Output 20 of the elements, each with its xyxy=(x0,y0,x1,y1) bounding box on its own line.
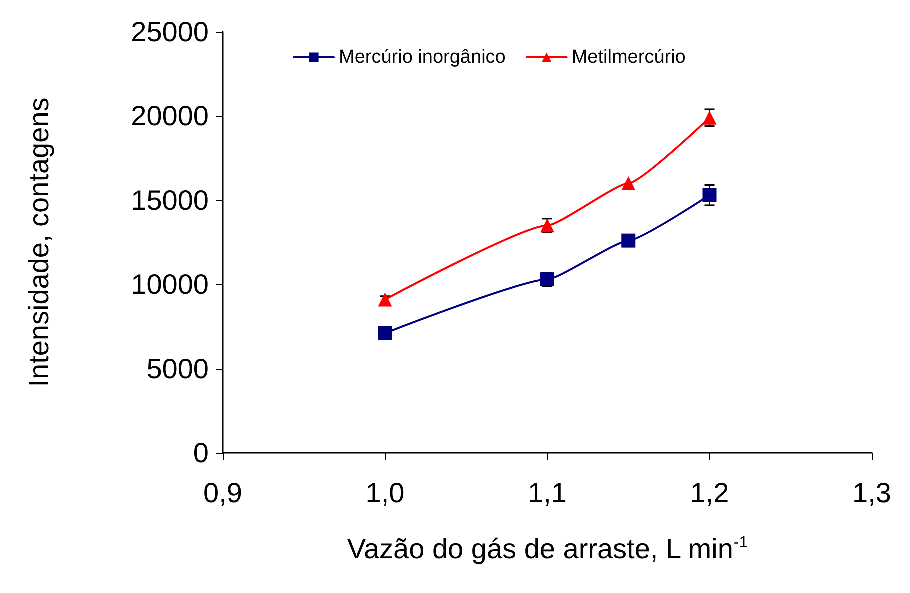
y-tick-label: 15000 xyxy=(131,184,209,216)
legend-label: Metilmercúrio xyxy=(572,47,686,68)
point xyxy=(378,292,392,307)
x-tick-label: 1,2 xyxy=(690,478,730,508)
y-tick-label: 0 xyxy=(193,438,209,468)
y-tick-label: 20000 xyxy=(131,100,209,132)
point xyxy=(702,110,717,125)
y-axis-title: Intensidade, contagens xyxy=(24,98,54,388)
y-tick-label: 10000 xyxy=(131,269,209,300)
y-tick-label: 5000 xyxy=(146,353,209,384)
x-tick-label: 0,9 xyxy=(204,478,242,508)
point xyxy=(622,234,636,248)
point xyxy=(702,188,717,202)
legend-label: Mercúrio inorgânico xyxy=(339,47,506,68)
point xyxy=(622,176,636,191)
x-tick-label: 1,3 xyxy=(852,478,892,508)
y-tick-label: 25000 xyxy=(131,16,209,48)
point xyxy=(378,326,392,340)
x-tick-label: 1,0 xyxy=(366,478,405,508)
x-tick-label: 1,1 xyxy=(528,478,567,508)
